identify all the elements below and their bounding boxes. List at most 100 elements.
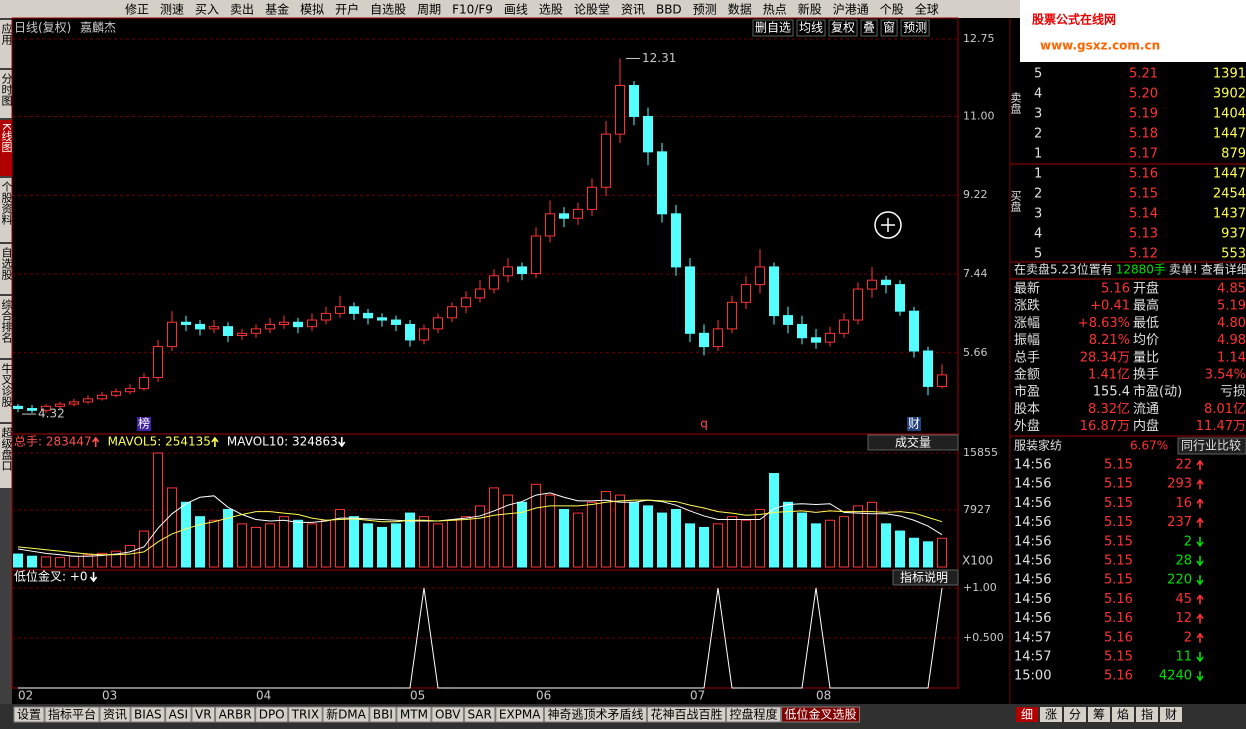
sector-name[interactable]: 服装家纺 bbox=[1014, 438, 1062, 453]
toolbar-button[interactable]: 选股 bbox=[539, 3, 563, 17]
indicator-button[interactable]: 指标说明 bbox=[900, 570, 948, 585]
bottom-tab[interactable] bbox=[191, 706, 216, 723]
bottom-tab[interactable] bbox=[165, 706, 192, 723]
sidebar-tab[interactable] bbox=[0, 70, 12, 118]
toolbar-button[interactable]: 全球 bbox=[915, 2, 939, 17]
notice[interactable]: 查看详细 bbox=[1201, 262, 1246, 277]
sidebar-tab-label[interactable]: 自选股 bbox=[0, 247, 13, 281]
chart-button[interactable]: 叠 bbox=[863, 21, 875, 35]
panel-tab-label[interactable]: 细 bbox=[1021, 708, 1033, 722]
sidebar-tab-label[interactable]: 个股资料 bbox=[0, 181, 13, 226]
toolbar-button[interactable]: 资讯 bbox=[621, 3, 645, 17]
bottom-tab[interactable] bbox=[396, 706, 432, 723]
panel-tab-label[interactable]: 涨 bbox=[1045, 707, 1057, 722]
chart-button[interactable]: 删自选 bbox=[755, 21, 791, 35]
bottom-tab-label[interactable]: 控盘程度 bbox=[730, 707, 778, 722]
indicator-button-box[interactable] bbox=[892, 569, 959, 586]
bottom-tab[interactable] bbox=[463, 706, 496, 723]
bottom-tab-label[interactable]: BIAS bbox=[134, 708, 162, 722]
bottom-tab-label[interactable]: BBI bbox=[373, 708, 393, 722]
toolbar-button[interactable]: 数据 bbox=[728, 2, 752, 17]
bottom-tab[interactable] bbox=[726, 706, 782, 723]
bottom-tab-label[interactable]: ARBR bbox=[219, 708, 252, 722]
chart-button[interactable]: 预测 bbox=[903, 21, 927, 35]
chart-button[interactable]: 均线 bbox=[799, 21, 823, 35]
bottom-tab[interactable] bbox=[781, 706, 861, 723]
toolbar-button[interactable]: 模拟 bbox=[300, 3, 324, 17]
toolbar-button[interactable]: 卖出 bbox=[230, 3, 254, 17]
sidebar-tab[interactable] bbox=[0, 296, 12, 358]
sidebar-tab[interactable] bbox=[0, 424, 12, 488]
toolbar-button[interactable]: 画线 bbox=[504, 3, 528, 17]
sidebar-tab-label[interactable]: K线图 bbox=[0, 123, 13, 153]
toolbar-button[interactable]: 沪港通 bbox=[833, 3, 869, 17]
panel-tab-label[interactable]: 筹 bbox=[1093, 708, 1105, 722]
bottom-tab[interactable] bbox=[543, 706, 647, 723]
sidebar-tab[interactable] bbox=[0, 20, 12, 68]
panel-tab-label[interactable]: 焰 bbox=[1117, 707, 1129, 722]
chart-button[interactable]: 窗 bbox=[883, 21, 895, 35]
bottom-tab[interactable] bbox=[495, 706, 544, 723]
bottom-tab-label[interactable]: 资讯 bbox=[103, 708, 127, 722]
toolbar-button[interactable]: 论股堂 bbox=[574, 3, 610, 17]
panel-tab-label[interactable]: 分 bbox=[1069, 708, 1081, 722]
toolbar-button[interactable]: 预测 bbox=[693, 3, 717, 17]
panel-tab[interactable] bbox=[1016, 707, 1038, 722]
toolbar-button[interactable]: 开户 bbox=[335, 2, 359, 17]
toolbar-button[interactable]: F10/F9 bbox=[452, 3, 493, 17]
panel-tab-label[interactable]: 财 bbox=[1165, 708, 1177, 722]
panel-tab[interactable] bbox=[1088, 707, 1110, 722]
sidebar-tab-label[interactable]: 超级盘口 bbox=[0, 426, 13, 471]
panel-tab[interactable] bbox=[1112, 707, 1134, 722]
toolbar-button[interactable]: 新股 bbox=[798, 2, 822, 17]
bottom-tab[interactable] bbox=[255, 706, 289, 723]
panel-tab[interactable] bbox=[1040, 707, 1062, 722]
compare-button[interactable]: 同行业比较 bbox=[1181, 438, 1241, 453]
toolbar-button[interactable]: 个股 bbox=[880, 3, 904, 17]
bottom-tab-label[interactable]: 花神百战百胜 bbox=[650, 707, 722, 722]
bottom-tab-label[interactable]: 神奇逃顶术矛盾线 bbox=[547, 708, 643, 722]
sidebar-tab[interactable] bbox=[0, 120, 12, 176]
bottom-tab[interactable] bbox=[215, 706, 256, 723]
bottom-tab-label[interactable]: 新DMA bbox=[326, 707, 367, 722]
bottom-tab-label[interactable]: ASI bbox=[169, 708, 188, 722]
bottom-tab[interactable] bbox=[130, 706, 166, 723]
panel-tab[interactable] bbox=[1160, 707, 1182, 722]
bottom-tab-label[interactable]: 低位金叉选股 bbox=[785, 707, 857, 722]
toolbar-button[interactable]: 自选股 bbox=[370, 3, 406, 17]
bottom-tab-label[interactable]: EXPMA bbox=[499, 708, 541, 722]
bottom-tab-label[interactable]: 指标平台 bbox=[48, 707, 96, 722]
bottom-tab[interactable] bbox=[369, 706, 397, 723]
bottom-tab-label[interactable]: 设置 bbox=[17, 708, 41, 722]
toolbar-button[interactable]: 修正 bbox=[125, 2, 149, 17]
bottom-tab-label[interactable]: SAR bbox=[467, 708, 491, 722]
bottom-tab[interactable] bbox=[288, 706, 323, 723]
selector[interactable]: 成交量 bbox=[895, 435, 931, 450]
panel-tab-label[interactable]: 指 bbox=[1141, 707, 1153, 722]
bottom-tab-label[interactable]: OBV bbox=[435, 708, 461, 722]
sidebar-tab-label[interactable]: 综合排名 bbox=[0, 298, 13, 343]
panel-tab[interactable] bbox=[1064, 707, 1086, 722]
bottom-tab[interactable] bbox=[322, 706, 370, 723]
toolbar-button[interactable]: 买入 bbox=[195, 3, 219, 17]
bottom-tab[interactable] bbox=[99, 706, 131, 723]
bottom-tab-label[interactable]: DPO bbox=[259, 708, 285, 722]
bottom-tab[interactable] bbox=[431, 706, 464, 723]
sidebar-tab-label[interactable]: 应用 bbox=[0, 22, 13, 46]
sidebar-tab[interactable] bbox=[0, 178, 12, 242]
sidebar-tab[interactable] bbox=[0, 360, 12, 422]
selector-box[interactable] bbox=[867, 434, 959, 451]
compare-button-box[interactable] bbox=[1177, 437, 1246, 455]
bottom-tab[interactable] bbox=[13, 706, 45, 723]
panel-tab[interactable] bbox=[1136, 707, 1158, 722]
sidebar-tab-label[interactable]: 牛叉诊股 bbox=[0, 362, 13, 408]
bottom-tab-label[interactable]: VR bbox=[195, 708, 212, 722]
bottom-tab-label[interactable]: TRIX bbox=[291, 708, 319, 722]
bottom-tab[interactable] bbox=[44, 706, 100, 723]
toolbar-button[interactable]: 测速 bbox=[160, 3, 184, 17]
chart-button[interactable]: 复权 bbox=[831, 21, 855, 35]
bottom-tab[interactable] bbox=[646, 706, 726, 723]
toolbar-button[interactable]: 周期 bbox=[417, 3, 441, 17]
sidebar-tab[interactable] bbox=[0, 244, 12, 294]
toolbar-button[interactable]: BBD bbox=[656, 3, 682, 17]
